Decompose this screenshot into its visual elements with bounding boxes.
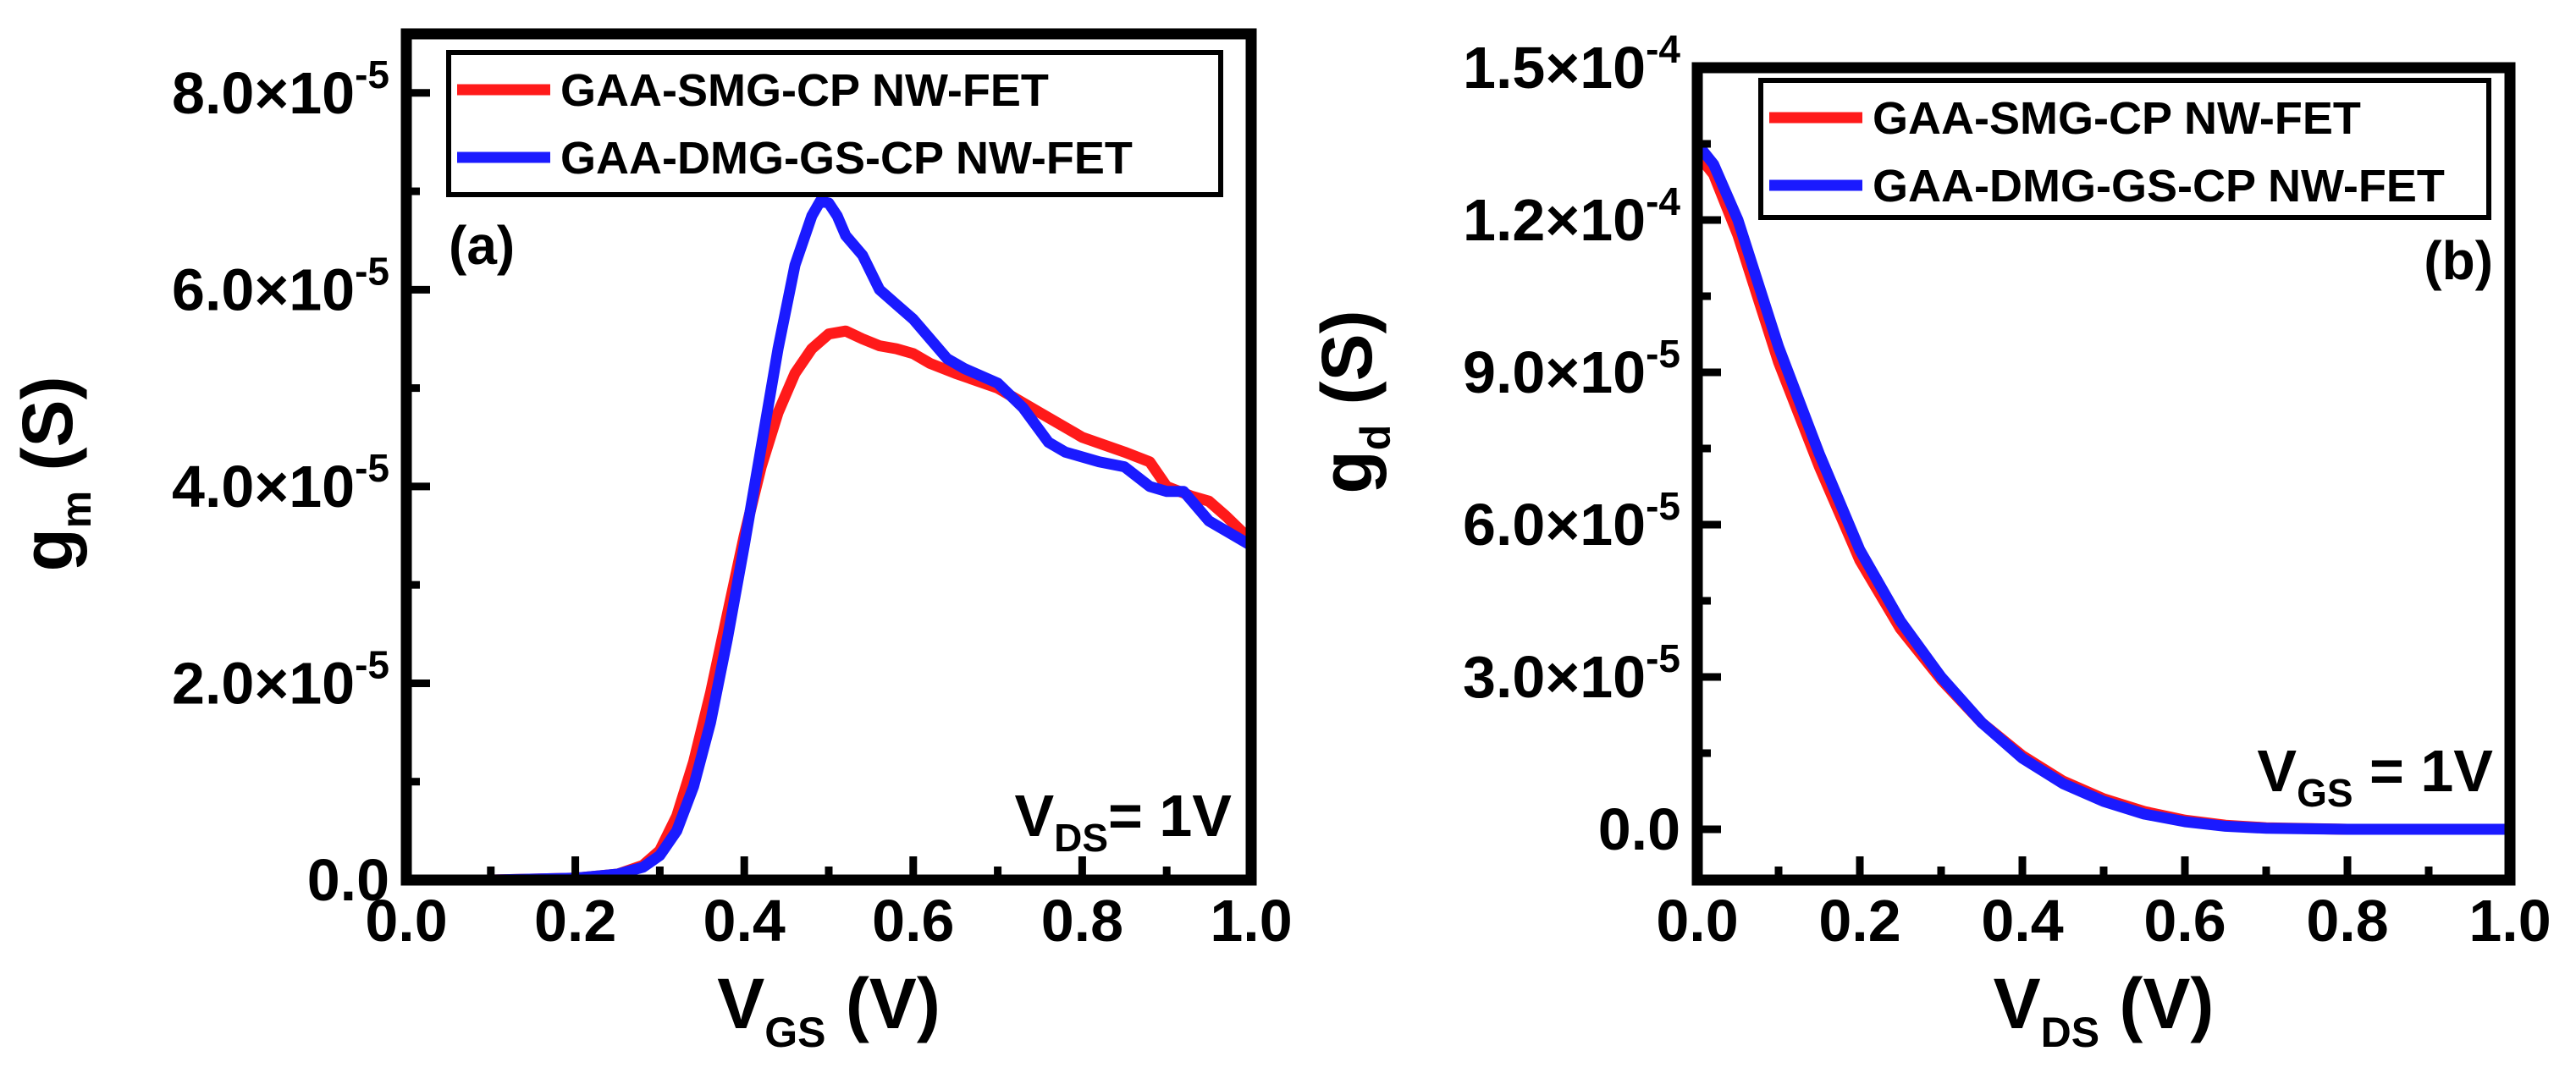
- y-tick-label: 0.0: [1598, 796, 1680, 862]
- series-line-dmg: [1697, 138, 2510, 835]
- x-tick-label: 0.2: [1818, 888, 1900, 954]
- y-tick-mantissa: 0.0: [307, 847, 389, 913]
- y-tick-label: 4.0×10-5: [172, 446, 389, 520]
- y-tick-mantissa: 6.0×10: [172, 256, 355, 322]
- y-tick-label: 6.0×10-5: [1463, 484, 1680, 558]
- y-tick-label: 0.0: [307, 847, 389, 913]
- x-tick-label: 0.0: [365, 888, 447, 954]
- x-tick-label: 0.6: [872, 888, 954, 954]
- y-axis-label-main: g: [8, 528, 87, 571]
- series-line-smg: [1697, 148, 2510, 835]
- panel-label: (a): [449, 215, 515, 276]
- x-tick-label: 0.4: [1981, 888, 2063, 954]
- bias-annotation-rest: = 1V: [2353, 738, 2494, 804]
- x-tick-label: 0.8: [1041, 888, 1123, 954]
- y-tick-exponent: -5: [355, 249, 389, 293]
- bias-annotation-main: V: [2257, 738, 2297, 804]
- y-tick-exponent: -5: [355, 642, 389, 686]
- panel-a: 0.0 0.2 0.4 0.6 0.8 1.00.02.0×10-54.0×10-56.0…: [8, 28, 1293, 1056]
- x-axis-label-sub: GS: [764, 1009, 825, 1056]
- legend-label-dmg: GAA-DMG-GS-CP NW-FET: [1873, 161, 2445, 212]
- y-tick-exponent: -5: [355, 52, 389, 96]
- legend-label-smg: GAA-SMG-CP NW-FET: [560, 65, 1049, 116]
- y-tick-mantissa: 1.5×10: [1463, 35, 1646, 101]
- y-axis-label: gd (S): [1307, 310, 1399, 493]
- y-tick-exponent: -5: [1646, 332, 1680, 376]
- y-tick-mantissa: 9.0×10: [1463, 339, 1646, 405]
- y-axis-label: gm (S): [8, 376, 100, 571]
- legend: GAA-SMG-CP NW-FET GAA-DMG-GS-CP NW-FET: [1758, 78, 2491, 220]
- legend-box: [1758, 78, 2491, 220]
- series-line-dmg: [406, 195, 1251, 880]
- x-axis-label: VDS (V): [1994, 964, 2215, 1056]
- panel-b: 0.0 0.2 0.4 0.6 0.8 1.00.03.0×10-56.0×10-59.0…: [1307, 27, 2551, 1056]
- y-tick-label: 3.0×10-5: [1463, 636, 1680, 710]
- panel-label: (b): [2424, 230, 2493, 291]
- y-tick-mantissa: 0.0: [1598, 796, 1680, 862]
- x-axis-label-main: V: [1994, 964, 2041, 1043]
- y-tick-label: 9.0×10-5: [1463, 332, 1680, 405]
- bias-annotation-sub: DS: [1054, 816, 1108, 860]
- y-tick-mantissa: 4.0×10: [172, 454, 355, 520]
- bias-annotation-rest: = 1V: [1108, 783, 1232, 849]
- y-axis-label-unit: (S): [1307, 310, 1387, 424]
- bias-annotation: VGS = 1V: [2257, 738, 2493, 815]
- y-tick-label: 1.5×10-4: [1463, 27, 1680, 101]
- bias-annotation-main: V: [1014, 783, 1054, 849]
- legend-box: [446, 50, 1223, 197]
- y-axis-label-sub: d: [1352, 425, 1399, 451]
- y-axis-label-sub: m: [52, 491, 100, 528]
- y-tick-mantissa: 1.2×10: [1463, 187, 1646, 253]
- y-tick-exponent: -4: [1646, 27, 1680, 71]
- x-tick-label: 0.6: [2143, 888, 2226, 954]
- y-tick-mantissa: 2.0×10: [172, 650, 355, 716]
- y-tick-label: 8.0×10-5: [172, 52, 389, 126]
- x-tick-label: 1.0: [2468, 888, 2551, 954]
- x-axis-label-main: V: [717, 964, 764, 1043]
- y-tick-exponent: -5: [1646, 636, 1680, 680]
- x-tick-label: 0.0: [1656, 888, 1738, 954]
- x-tick-label: 1.0: [1210, 888, 1292, 954]
- bias-annotation: VDS= 1V: [1014, 783, 1232, 860]
- y-axis-label-unit: (S): [8, 376, 87, 490]
- x-axis-label-sub: DS: [2041, 1009, 2099, 1056]
- y-tick-exponent: -4: [1646, 179, 1680, 223]
- x-axis-label: VGS (V): [717, 964, 940, 1056]
- x-tick-label: 0.4: [703, 888, 786, 954]
- y-tick-mantissa: 6.0×10: [1463, 492, 1646, 558]
- legend: GAA-SMG-CP NW-FET GAA-DMG-GS-CP NW-FET: [446, 50, 1223, 197]
- x-tick-label: 0.2: [534, 888, 616, 954]
- y-tick-label: 2.0×10-5: [172, 642, 389, 716]
- x-axis-label-unit: (V): [2099, 964, 2214, 1043]
- y-tick-mantissa: 8.0×10: [172, 60, 355, 126]
- bias-annotation-sub: GS: [2297, 771, 2353, 815]
- y-tick-label: 6.0×10-5: [172, 249, 389, 322]
- y-tick-mantissa: 3.0×10: [1463, 644, 1646, 710]
- legend-label-smg: GAA-SMG-CP NW-FET: [1873, 93, 2361, 144]
- legend-label-dmg: GAA-DMG-GS-CP NW-FET: [560, 133, 1133, 184]
- y-axis-label-main: g: [1307, 450, 1387, 493]
- y-tick-label: 1.2×10-4: [1463, 179, 1680, 253]
- y-tick-exponent: -5: [355, 446, 389, 490]
- y-tick-exponent: -5: [1646, 484, 1680, 528]
- x-tick-label: 0.8: [2306, 888, 2388, 954]
- x-axis-label-unit: (V): [825, 964, 940, 1043]
